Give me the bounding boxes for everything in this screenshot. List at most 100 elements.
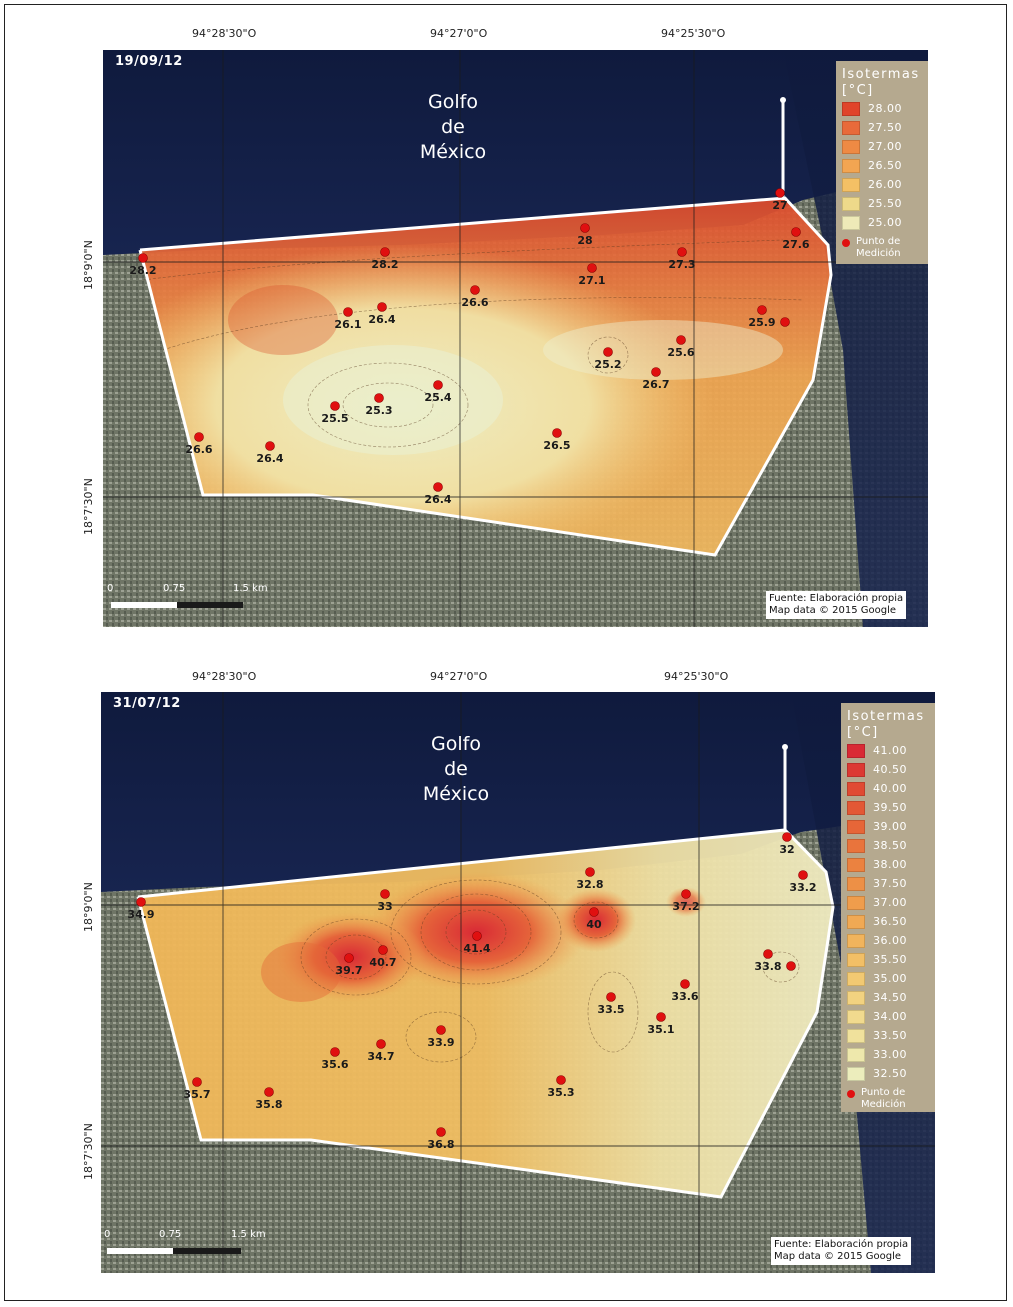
measurement-value-label: 34.9 (127, 908, 154, 921)
measurement-point (374, 393, 384, 403)
measurement-value-label: 33 (377, 900, 392, 913)
measurement-value-label: 27 (772, 199, 787, 212)
legend-label: 25.50 (868, 197, 902, 210)
legend-label: 35.50 (873, 953, 907, 966)
measurement-point (136, 897, 146, 907)
measurement-point (651, 367, 661, 377)
measurement-point (378, 945, 388, 955)
legend-label: 28.00 (868, 102, 902, 115)
measurement-point (676, 335, 686, 345)
measurement-point (606, 992, 616, 1002)
map-date: 31/07/12 (113, 696, 181, 711)
legend-entry: 34.50 (847, 988, 929, 1007)
measurement-point (343, 307, 353, 317)
source-note: Fuente: Elaboración propia Map data © 20… (771, 1237, 912, 1265)
scale-bar-segment (107, 1248, 173, 1254)
scale-bar-segment (111, 602, 177, 608)
legend-entry: 38.50 (847, 836, 929, 855)
measurement-point (377, 302, 387, 312)
measurement-value-label: 26.4 (424, 493, 451, 506)
legend-title: Isotermas (842, 67, 920, 82)
legend-swatch (842, 215, 860, 230)
legend-entry: 32.50 (847, 1064, 929, 1083)
measurement-value-label: 41.4 (463, 942, 490, 955)
gulf-label: Golfo de México (419, 91, 487, 163)
legend-swatch (842, 177, 860, 192)
measurement-value-label: 27.1 (578, 274, 605, 287)
legend-label: 34.00 (873, 1010, 907, 1023)
measurement-value-label: 27.3 (668, 258, 695, 271)
legend-label: 38.50 (873, 839, 907, 852)
measurement-value-label: 33.6 (671, 990, 698, 1003)
lon-label-1: 94°28'30"O (192, 27, 257, 40)
legend-swatch (847, 781, 865, 796)
legend-swatch (842, 139, 860, 154)
isotherm-map-2: 34.9 33 32.8 37.2 32 33.2 41.4 40 39.7 40.7 33.8 33… (101, 692, 935, 1273)
legend-swatch (847, 990, 865, 1005)
measurement-point (757, 305, 767, 315)
legend-swatch (842, 196, 860, 211)
lon-label-3: 94°25'30"O (661, 27, 726, 40)
legend-entry: 40.50 (847, 760, 929, 779)
legend-swatch (847, 933, 865, 948)
legend-unit: [°C] (847, 725, 879, 740)
legend-swatch (842, 101, 860, 116)
legend-entry: 27.00 (842, 137, 922, 156)
legend-entry: 26.00 (842, 175, 922, 194)
scale-tick-2: 1.5 km (231, 1229, 266, 1240)
legend-label: 33.00 (873, 1048, 907, 1061)
measurement-value-label: 25.2 (594, 358, 621, 371)
measurement-value-label: 39.7 (335, 964, 362, 977)
measurement-point (470, 285, 480, 295)
legend-label: 25.00 (868, 216, 902, 229)
measurement-point (681, 889, 691, 899)
legend-entry: 38.00 (847, 855, 929, 874)
legend: Isotermas [°C] 41.00 40.50 40.00 39.50 39.00… (841, 703, 935, 1112)
measurement-value-label: 32 (779, 843, 794, 856)
measurement-value-label: 26.4 (368, 313, 395, 326)
page-frame (4, 4, 1007, 1301)
measurement-value-label: 36.8 (427, 1138, 454, 1151)
measurement-points: 28.2 28.2 28 27.3 27 27.6 27.1 26.6 26.1 26.4 25.9… (129, 188, 810, 506)
scale-bar-segment (177, 602, 243, 608)
measurement-value-label: 33.2 (789, 881, 816, 894)
measurement-point-icon (842, 239, 850, 247)
legend-entry: 33.00 (847, 1045, 929, 1064)
measurement-point (677, 247, 687, 257)
measurement-value-label: 35.8 (255, 1098, 282, 1111)
measurement-point (782, 832, 792, 842)
measurement-value-label: 26.6 (185, 443, 212, 456)
legend-entry: 39.00 (847, 817, 929, 836)
measurement-value-label: 35.6 (321, 1058, 348, 1071)
lon-label-2: 94°27'0"O (430, 27, 488, 40)
gulf-label: Golfo de México (422, 733, 490, 805)
lat-label-2: 18°7'30"N (82, 1123, 95, 1180)
measurement-point (192, 1077, 202, 1087)
legend-point-entry: Punto de Medición (847, 1087, 929, 1111)
legend-swatch (847, 1009, 865, 1024)
measurement-point (436, 1127, 446, 1137)
map-canvas: 28.2 28.2 28 27.3 27 27.6 27.1 26.6 26.1 26.4 25.9… (103, 50, 928, 627)
measurement-value-label: 26.4 (256, 452, 283, 465)
legend-swatch (847, 857, 865, 872)
measurement-point (556, 1075, 566, 1085)
measurement-point (376, 1039, 386, 1049)
measurement-value-label: 35.7 (183, 1088, 210, 1101)
lat-label-2: 18°7'30"N (82, 478, 95, 535)
legend-label: 36.00 (873, 934, 907, 947)
measurement-point-icon (847, 1090, 855, 1098)
legend-swatch (847, 1066, 865, 1081)
legend-swatch (847, 743, 865, 758)
scale-tick-1: 0.75 (163, 583, 186, 594)
legend-point-entry: Punto de Medición (842, 236, 922, 260)
measurement-point (780, 317, 790, 327)
legend-entry: 34.00 (847, 1007, 929, 1026)
measurement-point (552, 428, 562, 438)
measurement-point (587, 263, 597, 273)
legend-entry: 27.50 (842, 118, 922, 137)
legend-label: 38.00 (873, 858, 907, 871)
measurement-value-label: 33.5 (597, 1003, 624, 1016)
legend-label: 32.50 (873, 1067, 907, 1080)
measurement-value-label: 25.5 (321, 412, 348, 425)
measurement-point (603, 347, 613, 357)
